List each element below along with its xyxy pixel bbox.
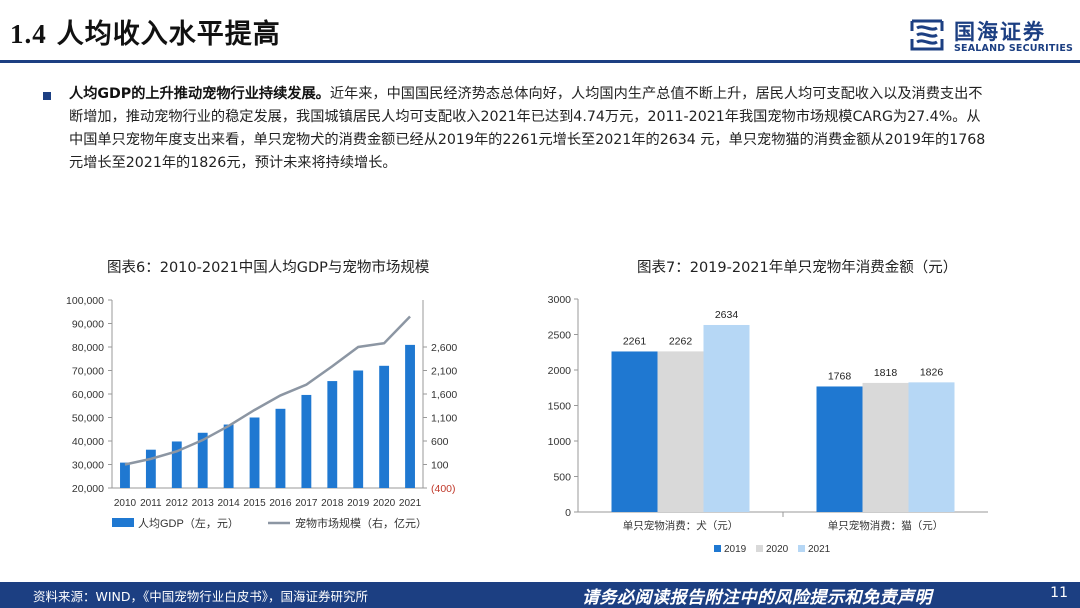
chart7-y-tick-label: 1000	[548, 436, 572, 448]
chart7-y-tick-label: 2500	[548, 330, 572, 342]
chart6-bar	[275, 408, 286, 488]
title-divider	[0, 60, 1080, 63]
logo-name-cn: 国海证券	[954, 20, 1046, 44]
chart7-x-tick-label: 单只宠物消费：犬（元）	[623, 519, 739, 532]
page-title: 1.4 人均收入水平提高	[10, 12, 281, 51]
chart7-bar	[862, 382, 909, 512]
chart6-left-tick-label: 90,000	[72, 319, 104, 331]
chart7-x-tick-label: 单只宠物消费：猫（元）	[828, 519, 944, 532]
chart6-bar	[327, 381, 338, 488]
chart7-data-label: 1826	[920, 366, 944, 378]
chart6-x-tick-label: 2017	[295, 498, 318, 509]
chart6-x-tick-label: 2019	[347, 498, 370, 509]
chart6-bar	[249, 417, 260, 488]
chart6-right-tick-label: 2,100	[431, 366, 457, 378]
chart7-pet-spending: 0 500 1000 1500 2000 2500 3000 2261 2262 2634 单只宠物…	[548, 294, 988, 555]
chart7-bar	[816, 386, 863, 512]
chart7-data-label: 1818	[874, 367, 898, 379]
data-source: 资料来源：WIND，《中国宠物行业白皮书》，国海证券研究所	[33, 589, 369, 604]
chart6-left-tick-label: 70,000	[72, 366, 104, 378]
chart6-x-tick-label: 2012	[166, 498, 189, 509]
body-text: 近年来，中国国民经济势态总体向好，人均国内生产总值不断上升，居民人均可支配收入以…	[69, 86, 986, 171]
chart7-y-tick-label: 500	[553, 472, 571, 484]
chart6-left-tick-label: 80,000	[72, 342, 104, 354]
chart6-legend-bar-label: 人均GDP（左，元）	[138, 517, 239, 530]
chart6-x-tick-label: 2020	[373, 498, 396, 509]
chart7-data-label: 2261	[623, 335, 647, 347]
chart7-bar	[611, 351, 658, 512]
chart6-title: 图表6：2010-2021中国人均GDP与宠物市场规模	[107, 260, 430, 276]
chart6-x-tick-label: 2016	[269, 498, 292, 509]
page-number: 11	[1050, 585, 1068, 601]
section-number: 1.4	[10, 19, 47, 49]
chart7-data-label: 1768	[828, 370, 852, 382]
chart7-data-label: 2262	[669, 335, 693, 347]
footer-bar: 资料来源：WIND，《中国宠物行业白皮书》，国海证券研究所 请务必阅读报告附注中…	[0, 582, 1080, 608]
chart7-legend-label: 2021	[808, 544, 831, 555]
sealand-logo-icon	[910, 19, 944, 51]
chart7-bar	[703, 324, 750, 512]
chart6-market-size-line	[124, 315, 411, 466]
chart6-bar	[353, 370, 364, 488]
chart7-legend-label: 2020	[766, 544, 789, 555]
chart7-y-tick-label: 0	[565, 507, 571, 519]
body-lead: 人均GDP的上升推动宠物行业持续发展。	[69, 86, 330, 102]
chart6-left-tick-label: 100,000	[66, 295, 104, 307]
chart6-legend-bar-swatch	[112, 518, 134, 527]
section-title: 人均收入水平提高	[56, 19, 281, 50]
chart6-bar	[301, 394, 312, 488]
chart6-left-tick-label: 30,000	[72, 460, 104, 472]
chart6-left-tick-label: 50,000	[72, 413, 104, 425]
chart7-legend-swatch	[798, 545, 805, 552]
chart6-bar	[379, 365, 390, 488]
chart6-x-tick-label: 2011	[140, 498, 162, 509]
chart6-right-tick-label: (400)	[431, 483, 456, 495]
body-paragraph: 人均GDP的上升推动宠物行业持续发展。近年来，中国国民经济势态总体向好，人均国内…	[69, 83, 989, 175]
chart6-x-tick-label: 2014	[218, 498, 241, 509]
chart6-left-tick-label: 60,000	[72, 389, 104, 401]
chart6-x-tick-label: 2015	[243, 498, 266, 509]
chart6-bar	[223, 424, 234, 488]
chart6-bar	[197, 432, 208, 488]
chart6-right-tick-label: 100	[431, 460, 449, 472]
chart6-bar	[120, 462, 130, 488]
chart7-legend-swatch	[714, 545, 721, 552]
chart6-x-tick-label: 2018	[321, 498, 344, 509]
chart7-bar	[908, 382, 955, 512]
chart7-legend-swatch	[756, 545, 763, 552]
chart6-right-tick-label: 1,100	[431, 413, 457, 425]
bullet-square-icon	[43, 92, 51, 100]
chart6-right-tick-label: 1,600	[431, 389, 457, 401]
chart7-y-tick-label: 3000	[548, 294, 572, 306]
chart6-gdp-market-size: 20,000 30,000 40,000 50,000 60,000 70,000 80,0…	[66, 295, 457, 530]
chart6-left-tick-label: 40,000	[72, 436, 104, 448]
chart6-bar	[405, 344, 415, 488]
chart6-bar	[171, 441, 182, 488]
company-logo: 国海证券 SEALAND SECURITIES	[908, 14, 1073, 60]
chart6-left-tick-label: 20,000	[72, 483, 104, 495]
chart7-y-tick-label: 2000	[548, 365, 572, 377]
chart7-legend-label: 2019	[724, 544, 747, 555]
chart6-x-tick-label: 2021	[399, 498, 422, 509]
chart6-bar	[145, 449, 156, 488]
chart7-title: 图表7：2019-2021年单只宠物年消费金额（元）	[637, 260, 958, 276]
chart7-y-tick-label: 1500	[548, 401, 572, 413]
chart6-x-tick-label: 2013	[192, 498, 215, 509]
chart6-legend-line-label: 宠物市场规模（右，亿元）	[295, 516, 427, 530]
logo-name-en: SEALAND SECURITIES	[954, 43, 1074, 54]
chart6-right-tick-label: 600	[431, 436, 449, 448]
chart6-right-tick-label: 2,600	[431, 342, 457, 354]
disclaimer: 请务必阅读报告附注中的风险提示和免责声明	[582, 588, 932, 608]
chart6-x-tick-label: 2010	[114, 498, 137, 509]
chart7-bar	[657, 351, 704, 512]
chart7-data-label: 2634	[715, 309, 739, 321]
